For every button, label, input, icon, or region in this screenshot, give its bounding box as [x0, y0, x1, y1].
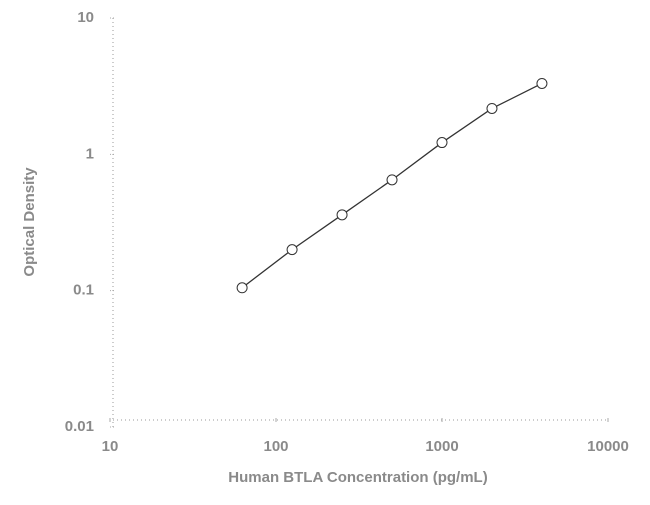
y-tick-label: 0.1	[73, 282, 94, 299]
data-point	[536, 77, 548, 89]
data-point	[236, 282, 248, 294]
data-point	[436, 137, 448, 149]
x-tick-label: 1000	[425, 438, 458, 455]
data-point	[286, 244, 298, 256]
y-tick-label: 1	[86, 145, 94, 162]
data-line	[241, 82, 543, 289]
y-tick-label: 10	[77, 9, 94, 26]
data-point	[336, 209, 348, 221]
x-tick-label: 10000	[587, 438, 629, 455]
x-tick-label: 100	[263, 438, 288, 455]
x-tick-label: 10	[102, 438, 119, 455]
data-point	[486, 102, 498, 114]
x-axis-label: Human BTLA Concentration (pg/mL)	[228, 469, 487, 486]
y-tick-label: 0.01	[65, 418, 94, 435]
data-point	[386, 174, 398, 186]
y-axis-label: Optical Density	[21, 167, 38, 277]
